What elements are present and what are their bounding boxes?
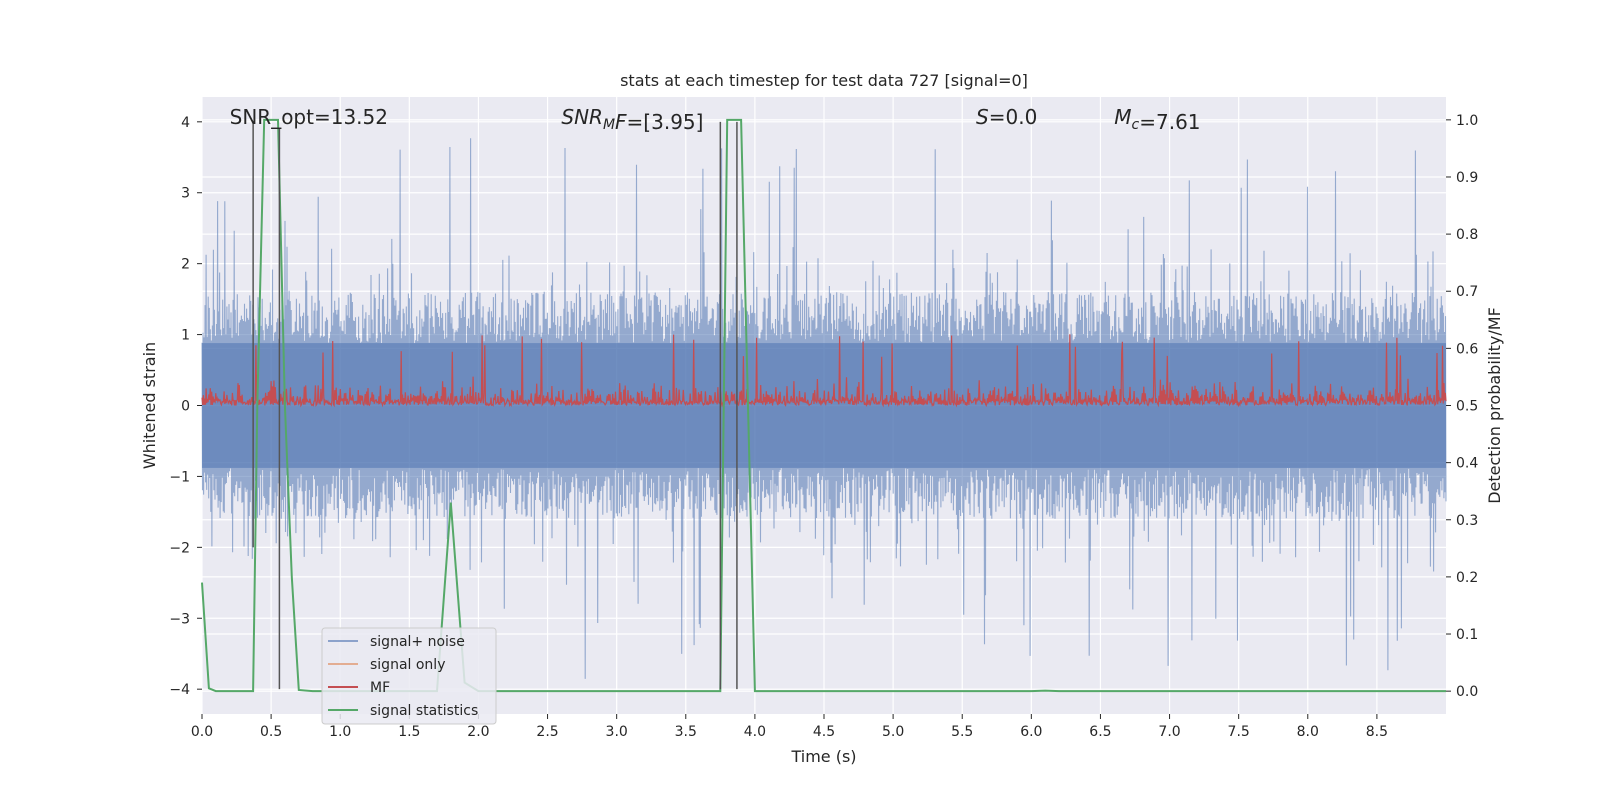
- chart-title: stats at each timestep for test data 727…: [620, 71, 1028, 90]
- x-tick-label: 6.5: [1089, 724, 1111, 740]
- y-right-tick-label: 0.5: [1456, 399, 1478, 415]
- x-tick-label: 7.5: [1228, 724, 1250, 740]
- x-tick-label: 2.5: [536, 724, 558, 740]
- y-tick-label: −4: [169, 682, 190, 698]
- legend-label: MF: [370, 680, 390, 696]
- axes: 0.0 0.5 1.0 1.5 2.0 2.5 3.0 3.5 4.0 4.5 5.0 5.5 6.0 6…: [169, 113, 1478, 740]
- x-tick-label: 3.0: [606, 724, 628, 740]
- annotation-0: SNR_opt=13.52: [230, 105, 388, 129]
- signal-noise-line: [201, 138, 1447, 679]
- x-tick-label: 3.5: [675, 724, 697, 740]
- x-tick-label: 7.0: [1158, 724, 1180, 740]
- y-tick-label: 3: [181, 186, 190, 202]
- x-tick-label: 5.0: [882, 724, 904, 740]
- y-right-tick-label: 0.6: [1456, 341, 1478, 357]
- legend: signal+ noise signal only MF signal statist…: [321, 627, 497, 725]
- mf-line: [201, 334, 1447, 408]
- y-right-tick-label: 0.2: [1456, 570, 1478, 586]
- y-right-tick-label: 0.3: [1456, 513, 1478, 529]
- y-right-tick-label: 0.8: [1456, 227, 1478, 243]
- annotation-2: S=0.0: [976, 105, 1037, 129]
- y-tick-label: −2: [169, 540, 190, 556]
- x-tick-label: 1.0: [329, 724, 351, 740]
- y-right-tick-label: 0.0: [1456, 684, 1478, 700]
- series-mf: [201, 334, 1447, 408]
- y-tick-label: −3: [169, 611, 190, 627]
- legend-label: signal only: [370, 657, 445, 673]
- y-axis-label: Whitened strain: [140, 342, 159, 469]
- legend-label: signal statistics: [370, 703, 478, 719]
- annotation-3: Mc=7.61: [1114, 105, 1200, 134]
- y-tick-label: 4: [181, 115, 190, 131]
- x-axis-label: Time (s): [790, 747, 856, 766]
- legend-label: signal+ noise: [370, 634, 465, 650]
- y-right-tick-label: 0.9: [1456, 170, 1478, 186]
- annotation-1: SNRMF=[3.95]: [561, 105, 703, 134]
- x-tick-label: 0.5: [260, 724, 282, 740]
- x-tick-label: 8.0: [1297, 724, 1319, 740]
- y-right-tick-label: 0.7: [1456, 284, 1478, 300]
- y-tick-label: −1: [169, 469, 190, 485]
- y-tick-label: 1: [181, 328, 190, 344]
- vertical-markers: [252, 121, 738, 690]
- annotations: SNR_opt=13.52 SNRMF=[3.95] S=0.0 Mc=7.61: [230, 105, 1201, 134]
- x-tick-label: 1.5: [398, 724, 420, 740]
- y-axis-right-label: Detection probability/MF: [1485, 307, 1504, 504]
- x-tick-label: 2.0: [467, 724, 489, 740]
- y-right-tick-label: 0.4: [1456, 456, 1478, 472]
- x-tick-label: 4.5: [813, 724, 835, 740]
- legend-box: [321, 627, 497, 725]
- x-tick-label: 0.0: [191, 724, 213, 740]
- y-tick-label: 2: [181, 257, 190, 273]
- y-right-tick-label: 1.0: [1456, 113, 1478, 129]
- x-tick-label: 8.5: [1366, 724, 1388, 740]
- y-tick-label: 0: [181, 399, 190, 415]
- x-tick-label: 6.0: [1020, 724, 1042, 740]
- x-tick-label: 5.5: [951, 724, 973, 740]
- x-tick-label: 4.0: [744, 724, 766, 740]
- y-right-tick-label: 0.1: [1456, 627, 1478, 643]
